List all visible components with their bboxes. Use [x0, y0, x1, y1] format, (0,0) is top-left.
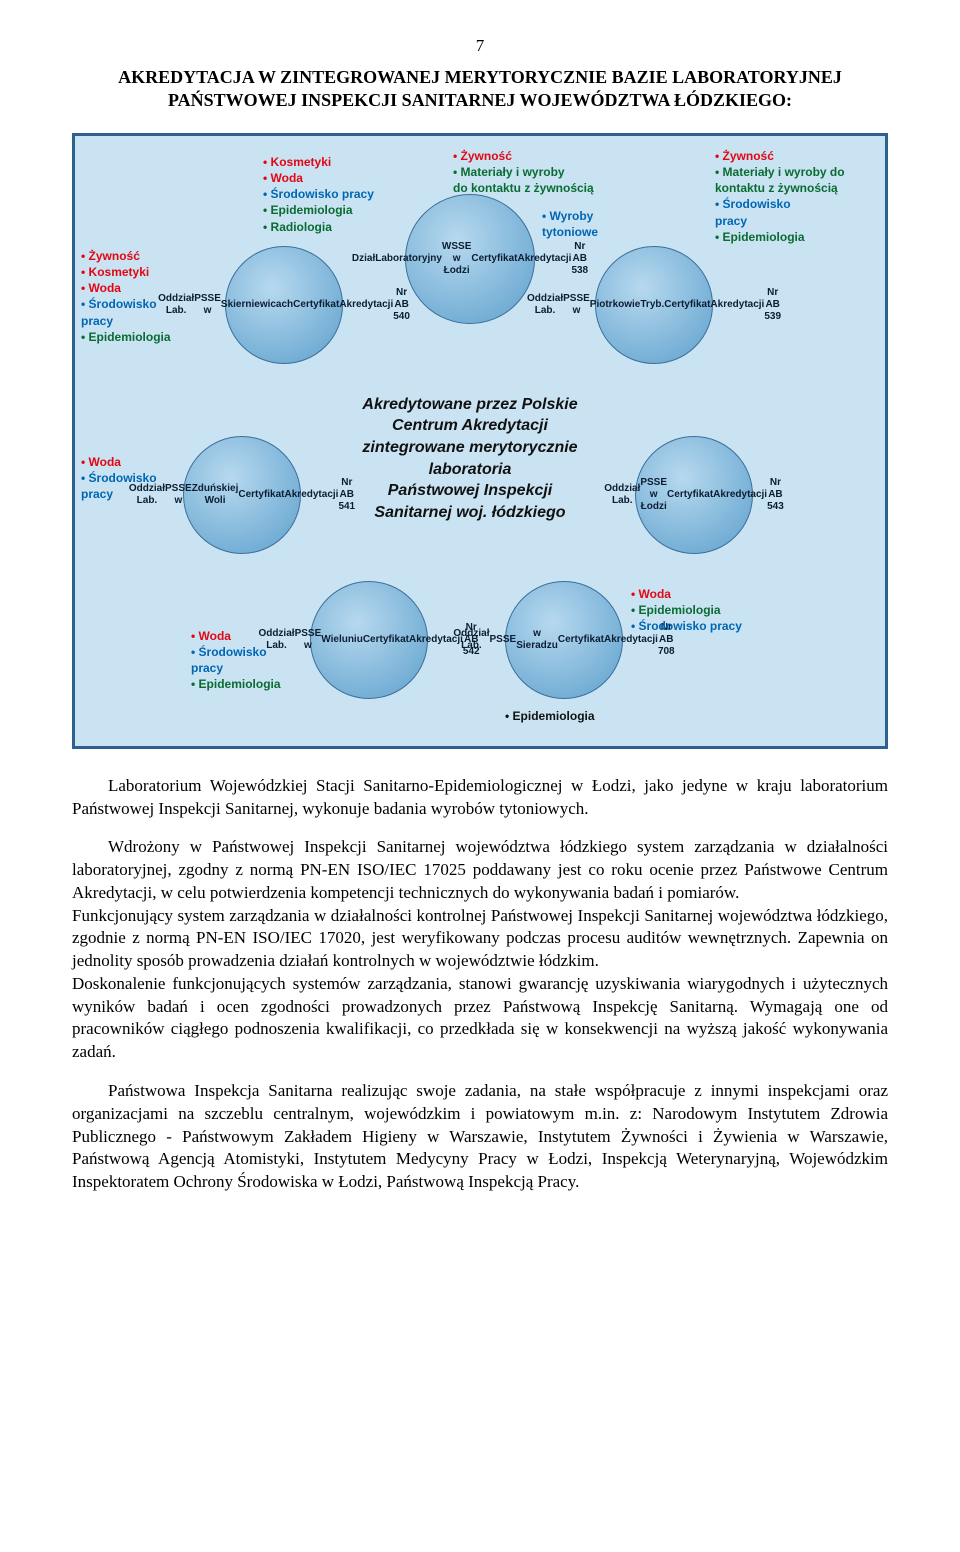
paragraph-2: Wdrożony w Państwowej Inspekcji Sanitarn… [72, 836, 888, 904]
diagram-label: • Kosmetyki• Woda• Środowisko pracy• Epi… [263, 154, 374, 235]
document-title: AKREDYTACJA W ZINTEGROWANEJ MERYTORYCZNI… [72, 66, 888, 113]
diagram-node: Oddział Lab.PSSE wWieluniuCertyfikatAkre… [310, 581, 428, 699]
paragraph-3: Funkcjonujący system zarządzania w dział… [72, 905, 888, 973]
spacer [72, 1064, 888, 1080]
diagram-label: • Wyroby tytoniowe [542, 208, 598, 240]
diagram-container: Akredytowane przez PolskieCentrum Akredy… [72, 133, 888, 749]
diagram-node: Oddział Lab.PSSE wZduńskiej WoliCertyfik… [183, 436, 301, 554]
diagram-node: Oddział Lab.PSSE w ŁodziCertyfikatAkredy… [635, 436, 753, 554]
spacer [72, 820, 888, 836]
diagram-label: • Żywność• Materiały i wyroby do kontakt… [453, 148, 594, 197]
paragraph-5: Państwowa Inspekcja Sanitarna realizując… [72, 1080, 888, 1194]
diagram-node: DziałLaboratoryjnyWSSE w ŁodziCertyfikat… [405, 194, 535, 324]
diagram-label: • Woda• Środowisko pracy• Epidemiologia [191, 628, 281, 693]
diagram-label: • Żywność• Kosmetyki• Woda• Środowisko p… [81, 248, 171, 345]
diagram-label: • Woda• Epidemiologia• Środowisko pracy [631, 586, 742, 635]
page-number: 7 [72, 36, 888, 56]
diagram-label: • Żywność• Materiały i wyroby do kontakt… [715, 148, 845, 245]
diagram-node: Oddział Lab.PSSEw SieradzuCertyfikatAkre… [505, 581, 623, 699]
paragraph-1: Laboratorium Wojewódzkiej Stacji Sanitar… [72, 775, 888, 821]
title-line-2: PAŃSTWOWEJ INSPEKCJI SANITARNEJ WOJEWÓDZ… [72, 89, 888, 112]
diagram-node: Oddział Lab.PSSE wPiotrkowieTryb.Certyfi… [595, 246, 713, 364]
diagram-node: Oddział Lab.PSSE wSkierniewicachCertyfik… [225, 246, 343, 364]
diagram-label: • Epidemiologia [505, 708, 595, 724]
diagram-center-text: Akredytowane przez PolskieCentrum Akredy… [315, 394, 625, 524]
paragraph-4: Doskonalenie funkcjonujących systemów za… [72, 973, 888, 1064]
page: 7 AKREDYTACJA W ZINTEGROWANEJ MERYTORYCZ… [0, 0, 960, 1234]
diagram-label: • Woda• Środowisko pracy [81, 454, 157, 503]
body-text: Laboratorium Wojewódzkiej Stacji Sanitar… [72, 775, 888, 1194]
title-line-1: AKREDYTACJA W ZINTEGROWANEJ MERYTORYCZNI… [72, 66, 888, 89]
